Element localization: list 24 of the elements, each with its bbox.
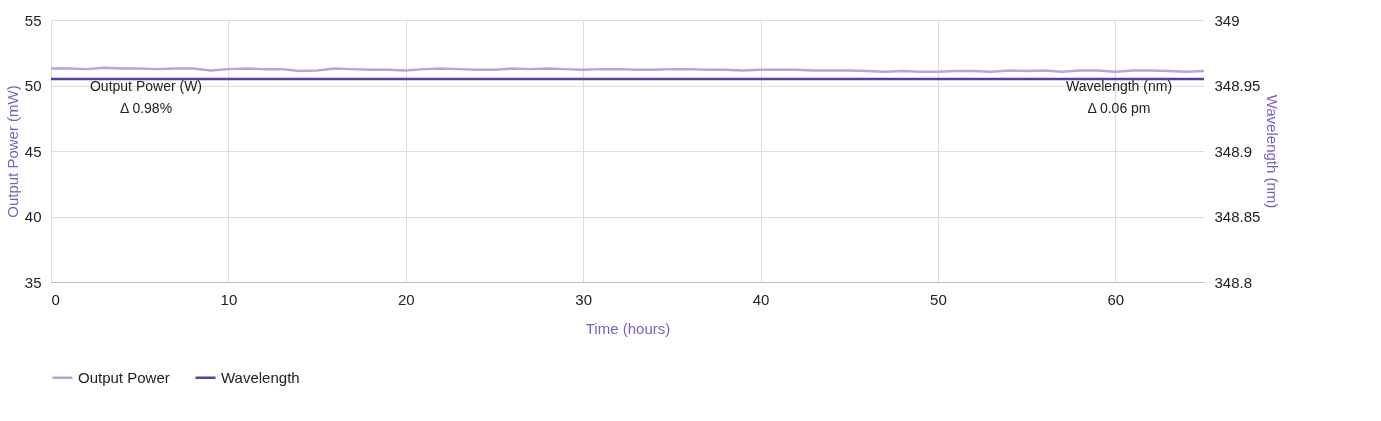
y-tick-label: 35 [24,273,42,291]
x-tick-label: 10 [220,290,238,308]
y-tick-label: 40 [24,208,42,225]
y2-tick-label: 348.8 [1214,273,1253,291]
y-tick-label: 50 [24,77,42,94]
x-tick-label: 60 [1107,290,1125,308]
x-axis-title: Time (hours) [585,319,671,337]
x-tick-label: 0 [51,290,60,308]
x-tick-label: 20 [397,290,415,308]
y2-tick-label: 348.85 [1214,208,1261,225]
legend-label: Wavelength [221,368,300,386]
x-tick-label: 40 [752,290,770,308]
y-tick-label: 55 [24,11,42,29]
y2-tick-label: 348.9 [1214,142,1253,160]
x-tick-label: 30 [575,290,592,308]
annotation: Output Power (W) Δ 0.98% [89,78,203,116]
y-tick-label: 45 [24,142,42,160]
y2-axis-title: Wavelength (nm) [1264,94,1282,209]
annotation: Wavelength (nm) Δ 0.06 pm [1065,78,1173,116]
y-axis-title: Output Power (mW) [3,85,21,218]
x-tick-label: 50 [930,290,947,308]
legend-label: Output Power [78,368,170,386]
y2-tick-label: 349 [1214,11,1240,29]
y2-tick-label: 348.95 [1214,77,1261,94]
